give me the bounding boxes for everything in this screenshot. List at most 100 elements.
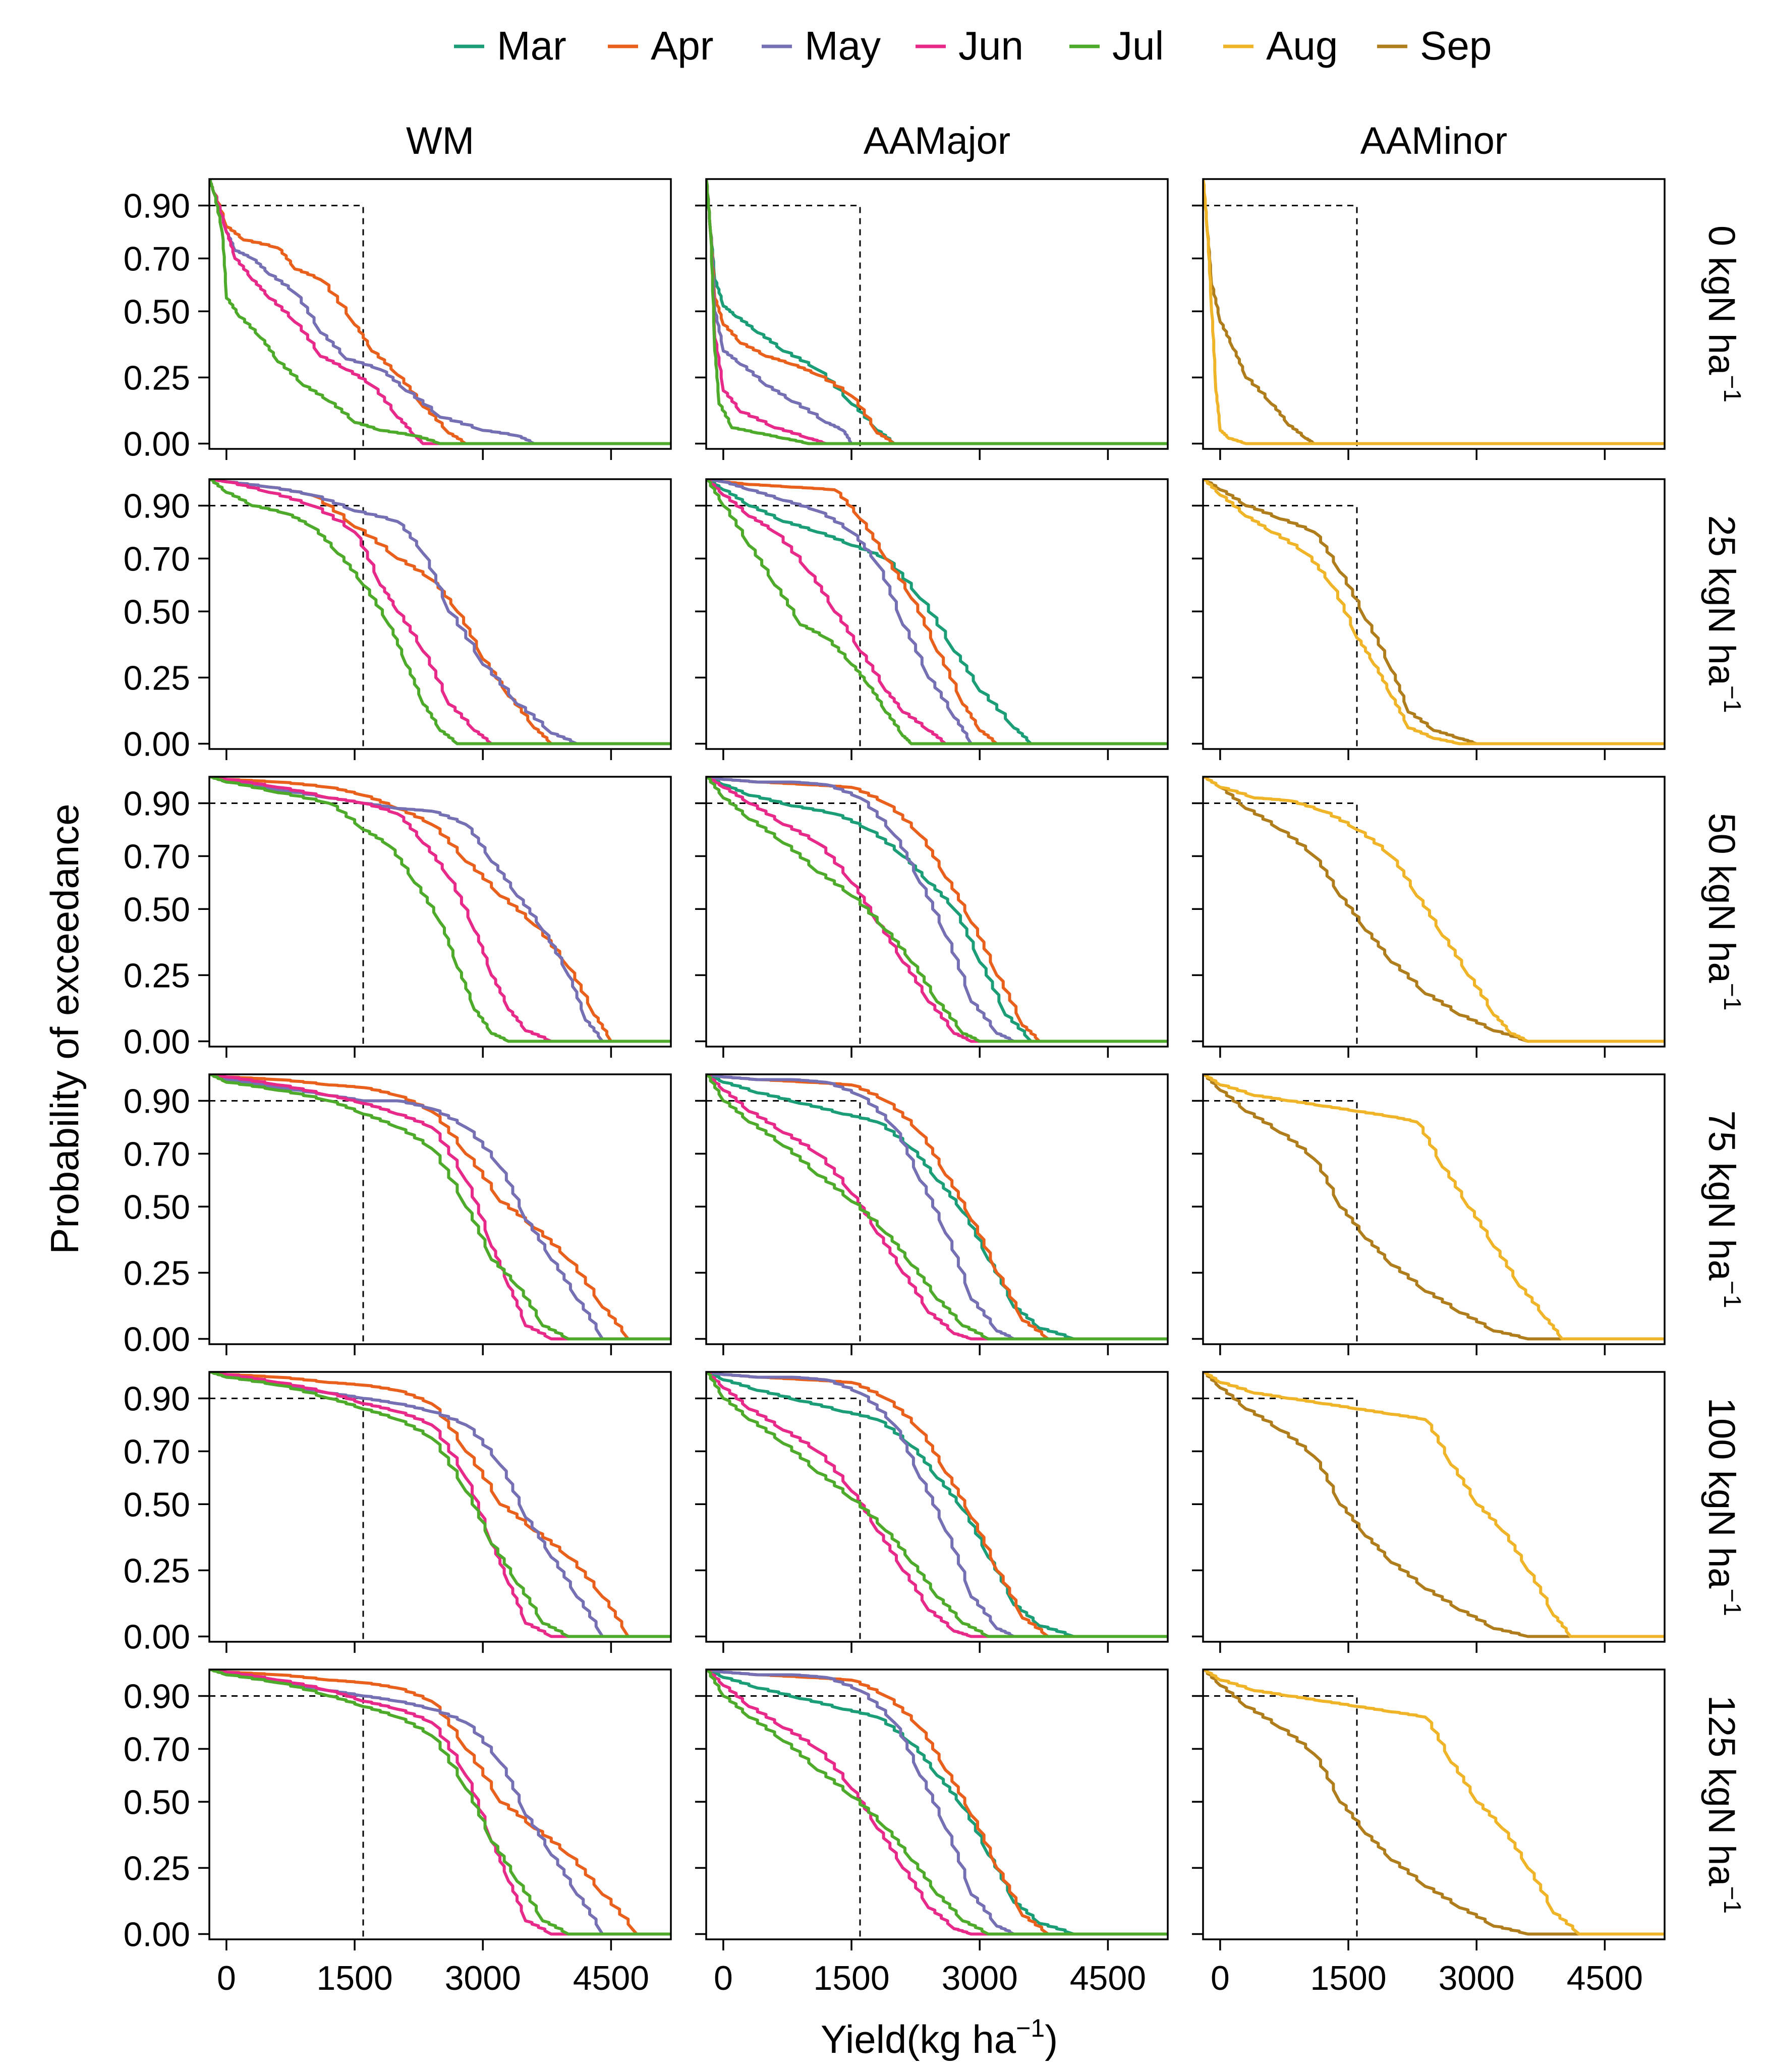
- panel-frame: [1202, 776, 1666, 1048]
- curves: [1203, 1670, 1665, 1936]
- reference-line: [706, 504, 861, 749]
- panel-frame: [1202, 1668, 1666, 1940]
- panel-frame: [705, 1073, 1169, 1345]
- column-title-wm: WM: [406, 120, 474, 162]
- curves: [209, 1074, 671, 1341]
- series-line-may: [706, 777, 1168, 1043]
- curves: [1203, 1372, 1665, 1638]
- curves: [209, 479, 671, 745]
- curves: [706, 1074, 1168, 1341]
- panel-frame: [705, 1371, 1169, 1643]
- y-tick-label: 0.00: [124, 1023, 190, 1061]
- x-axis-title-sup: −1: [1016, 2014, 1045, 2042]
- series-line-sep: [1203, 1670, 1665, 1936]
- row-title-2: 50 kgN ha−1: [1701, 813, 1745, 1010]
- curves: [209, 179, 671, 445]
- panel-frame: [705, 178, 1169, 450]
- series-line-jun: [209, 1372, 671, 1638]
- series-line-may: [706, 1074, 1168, 1341]
- y-tick-label: 0.25: [124, 1254, 190, 1292]
- series-line-jun: [209, 179, 671, 445]
- reference-line: [706, 1695, 861, 1939]
- series-line-jul: [209, 179, 671, 445]
- series-line-jun: [209, 1074, 671, 1341]
- y-tick-label: 0.50: [124, 1783, 190, 1821]
- axis-titles: Probability of exceedance Yield(kg ha−1): [42, 803, 1058, 2061]
- series-line-mar: [706, 1074, 1168, 1341]
- row-title-text: 50 kgN ha: [1701, 813, 1743, 983]
- curves: [1203, 479, 1665, 745]
- panel-r5-c2: 0 1500 3000 4500: [1192, 1668, 1666, 1997]
- panel-r1-c1: [695, 478, 1169, 760]
- y-tick-label: 0.90: [124, 784, 190, 823]
- legend-item-jul: Jul: [1069, 23, 1164, 68]
- x-tick-label: 0: [714, 1959, 733, 1997]
- series-line-jun: [209, 777, 671, 1043]
- panel-r4-c1: [695, 1371, 1169, 1653]
- y-tick-label: 0.90: [124, 1082, 190, 1120]
- curves: [706, 1372, 1168, 1638]
- legend: Mar Apr May Jun Jul Aug Sep: [454, 23, 1492, 68]
- curves: [1203, 1074, 1665, 1341]
- y-tick-label: 0.25: [124, 659, 190, 697]
- reference-line: [706, 204, 861, 449]
- curves: [706, 1670, 1168, 1936]
- panel-frame: [1202, 1371, 1666, 1643]
- row-title-sup: −1: [1719, 1588, 1745, 1616]
- series-line-jun: [706, 479, 1168, 745]
- row-title-sup: −1: [1719, 983, 1745, 1011]
- panel-frame: [208, 1668, 672, 1940]
- y-tick-label: 0.00: [124, 1618, 190, 1656]
- column-title-aaminor: AAMinor: [1360, 120, 1507, 162]
- x-tick-label: 1500: [1310, 1959, 1386, 1997]
- reference-line: [209, 204, 364, 449]
- y-tick-label: 0.70: [124, 1432, 190, 1471]
- y-tick-label: 0.25: [124, 956, 190, 995]
- series-line-may: [209, 479, 671, 745]
- reference-line: [1203, 1397, 1358, 1642]
- legend-item-aug: Aug: [1223, 23, 1338, 68]
- panel-frame: [208, 1073, 672, 1345]
- panel-r1-c0: 0.00 0.25 0.50 0.70 0.90: [124, 478, 672, 764]
- panel-r0-c2: [1192, 178, 1666, 460]
- panel-frame: [1202, 1073, 1666, 1345]
- legend-label-apr: Apr: [651, 23, 714, 68]
- panel-frame: [705, 1668, 1169, 1940]
- series-line-jul: [209, 1372, 671, 1638]
- x-tick-label: 1500: [316, 1959, 392, 1997]
- x-tick-label: 3000: [445, 1959, 521, 1997]
- series-line-jul: [706, 1670, 1168, 1936]
- legend-label-aug: Aug: [1266, 23, 1338, 68]
- reference-line: [209, 1695, 364, 1939]
- series-line-may: [706, 1670, 1168, 1936]
- series-line-sep: [1203, 479, 1665, 745]
- series-line-may: [209, 777, 671, 1043]
- legend-item-jun: Jun: [916, 23, 1023, 68]
- curves: [706, 479, 1168, 745]
- reference-line: [1203, 1100, 1358, 1344]
- panels: 0.00 0.25 0.50 0.70 0.90 0.00 0.25 0.50 0.70 0.90…: [124, 178, 1666, 1997]
- row-title-5: 125 kgN ha−1: [1701, 1695, 1745, 1914]
- reference-line: [209, 504, 364, 749]
- y-tick-label: 0.70: [124, 1135, 190, 1173]
- panel-r0-c1: [695, 178, 1169, 460]
- row-title-0: 0 kgN ha−1: [1701, 225, 1745, 402]
- curves: [209, 1670, 671, 1936]
- panel-r5-c1: 0 1500 3000 4500: [695, 1668, 1169, 1997]
- row-title-text: 25 kgN ha: [1701, 515, 1743, 685]
- panel-frame: [705, 478, 1169, 750]
- reference-line: [1203, 802, 1358, 1047]
- y-tick-label: 0.25: [124, 1551, 190, 1590]
- curves: [706, 777, 1168, 1043]
- column-titles: WM AAMajor AAMinor: [406, 120, 1507, 162]
- row-titles: 0 kgN ha−125 kgN ha−150 kgN ha−175 kgN h…: [1701, 225, 1745, 1914]
- y-tick-label: 0.90: [124, 487, 190, 525]
- legend-label-may: May: [805, 23, 881, 68]
- series-line-aug: [1203, 1074, 1665, 1341]
- curves: [1203, 179, 1665, 445]
- panel-frame: [208, 178, 672, 450]
- y-tick-label: 0.50: [124, 593, 190, 631]
- y-tick-label: 0.00: [124, 1320, 190, 1359]
- legend-label-sep: Sep: [1420, 23, 1492, 68]
